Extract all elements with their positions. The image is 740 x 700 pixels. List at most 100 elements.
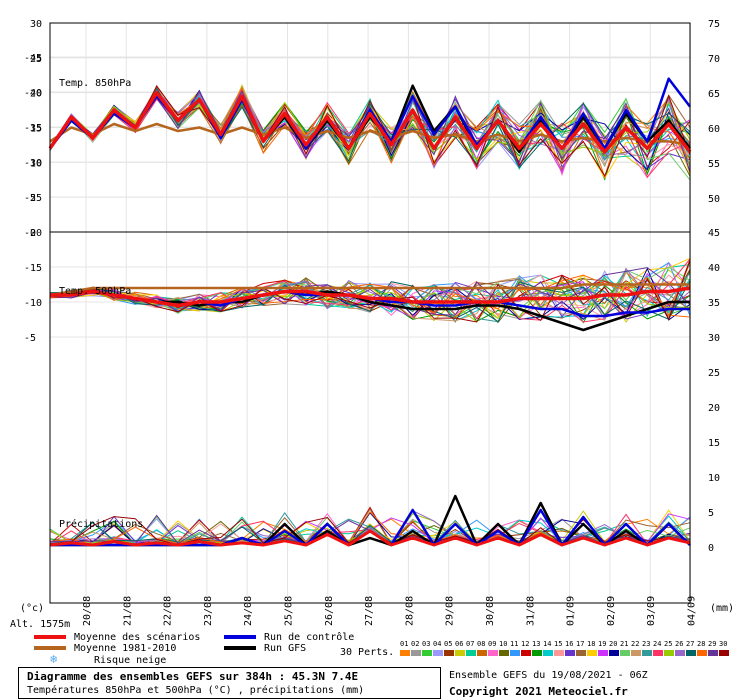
date-label: 27/08	[364, 596, 375, 626]
climatology-850	[49, 122, 691, 147]
tick-label: 10	[30, 158, 42, 169]
frame-500	[49, 231, 691, 604]
date-label: 22/08	[163, 596, 174, 626]
pert-number: 21	[620, 640, 628, 648]
pert-swatch	[422, 650, 432, 656]
tick-label: -35	[24, 123, 42, 134]
tick-label: 5	[708, 508, 714, 519]
pert-swatch	[620, 650, 630, 656]
tick-label: 75	[708, 19, 720, 30]
pert-swatch	[532, 650, 542, 656]
date-label: 20/08	[82, 596, 93, 626]
tick-label: 25	[30, 54, 42, 65]
tick-label: 15	[708, 438, 720, 449]
pert-swatch	[642, 650, 652, 656]
tick-label: 55	[708, 159, 720, 170]
tick-label: 65	[708, 89, 720, 100]
date-label: 30/08	[485, 596, 496, 626]
tick-label: 45	[708, 228, 720, 239]
pert-500-30	[49, 260, 691, 323]
tick-label: -5	[24, 333, 36, 344]
pert-number: 20	[609, 640, 617, 648]
pert-swatch	[411, 650, 421, 656]
tick-label: 60	[708, 124, 720, 135]
date-label: 02/09	[606, 596, 617, 626]
snow-icon: ❄	[50, 652, 57, 666]
footer-title: Diagramme des ensembles GEFS sur 384h : …	[27, 670, 359, 683]
tick-label: -30	[24, 158, 42, 169]
pert-500-15	[49, 274, 691, 319]
date-label: 31/08	[525, 596, 536, 626]
pert-swatch	[433, 650, 443, 656]
pert-swatch	[565, 650, 575, 656]
tick-label: -25	[24, 193, 42, 204]
legend-label: Run de contrôle	[264, 631, 354, 643]
tick-label: -20	[24, 228, 42, 239]
pert-swatch	[719, 650, 729, 656]
gfs-precip	[50, 494, 691, 547]
pert-swatch	[697, 650, 707, 656]
date-label: 24/08	[243, 596, 254, 626]
pert-number: 28	[697, 640, 705, 648]
pert-500-11	[50, 262, 691, 317]
tick-label: 70	[708, 54, 720, 65]
pert-number: 19	[598, 640, 606, 648]
pert-number: 09	[488, 640, 496, 648]
date-label: 28/08	[404, 596, 415, 626]
panel-title-500: Temp. 500hPa	[59, 286, 131, 297]
copyright: Copyright 2021 Meteociel.fr	[449, 685, 628, 698]
pert-swatch	[466, 650, 476, 656]
climatology-500	[49, 283, 690, 297]
pert-number: 08	[477, 640, 485, 648]
pert-swatch	[521, 650, 531, 656]
pert-swatch	[653, 650, 663, 656]
legend-label: Moyenne des scénarios	[74, 631, 200, 643]
tick-label: 0	[708, 543, 714, 554]
pert-number: 10	[499, 640, 507, 648]
control-850	[49, 77, 691, 150]
pert-number: 06	[455, 640, 463, 648]
pert-number: 24	[653, 640, 661, 648]
tick-label: -45	[24, 53, 42, 64]
pert-number: 03	[422, 640, 430, 648]
pert-number: 12	[521, 640, 529, 648]
date-label: 21/08	[122, 596, 133, 626]
perturbation-lines-precip	[49, 506, 691, 546]
pert-number: 14	[543, 640, 551, 648]
legend-label: Risque neige	[94, 655, 166, 666]
tick-label: -40	[24, 88, 42, 99]
pert-swatch	[587, 650, 597, 656]
tick-label: 20	[708, 403, 720, 414]
axes: 302520151050757065605550-5-10-15-20-25-3…	[24, 19, 720, 626]
footer-subtitle: Températures 850hPa et 500hPa (°C) , pré…	[27, 685, 365, 696]
mean-precip	[49, 529, 691, 547]
pert-number: 22	[631, 640, 639, 648]
pert-swatch	[477, 650, 487, 656]
footer-title-box: Diagramme des ensembles GEFS sur 384h : …	[18, 667, 441, 699]
tick-label: -10	[24, 298, 42, 309]
perturbation-lines-500	[49, 257, 691, 324]
pert-850-27	[49, 87, 691, 169]
tick-label: 30	[30, 19, 42, 30]
pert-number: 18	[587, 640, 595, 648]
pert-number: 02	[411, 640, 419, 648]
pert-number: 01	[400, 640, 408, 648]
pert-swatch	[510, 650, 520, 656]
pert-number: 15	[554, 640, 562, 648]
date-label: 04/09	[687, 596, 698, 626]
pert-swatch	[664, 650, 674, 656]
pert-swatch	[455, 650, 465, 656]
pert-number: 07	[466, 640, 474, 648]
perts-label: 30 Perts.	[340, 647, 394, 658]
date-label: 01/09	[566, 596, 577, 626]
tick-label: 10	[708, 473, 720, 484]
date-label: 29/08	[445, 596, 456, 626]
main-series	[48, 77, 692, 547]
run-info: Ensemble GEFS du 19/08/2021 - 06Z	[449, 670, 648, 681]
pert-swatch	[708, 650, 718, 656]
pert-swatch	[543, 650, 553, 656]
tick-label: 20	[30, 89, 42, 100]
pert-850-30	[49, 85, 691, 177]
